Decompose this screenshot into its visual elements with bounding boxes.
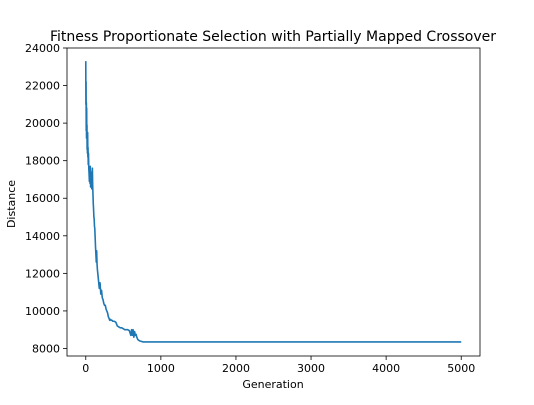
y-tick-label: 18000 (25, 155, 60, 168)
x-axis-title: Generation (242, 378, 303, 391)
x-tick-label: 3000 (297, 362, 325, 375)
y-tick-label: 14000 (25, 230, 60, 243)
y-axis-title: Distance (5, 180, 18, 228)
y-tick-label: 24000 (25, 42, 60, 55)
y-tick-label: 22000 (25, 80, 60, 93)
y-tick-label: 16000 (25, 192, 60, 205)
y-tick-label: 20000 (25, 117, 60, 130)
x-tick-label: 1000 (147, 362, 175, 375)
y-tick-label: 10000 (25, 305, 60, 318)
series-line-0 (84, 61, 462, 343)
x-tick-label: 2000 (222, 362, 250, 375)
x-tick-label: 5000 (447, 362, 475, 375)
y-tick-label: 12000 (25, 267, 60, 280)
plot-frame (66, 47, 481, 357)
x-tick-label: 0 (82, 362, 89, 375)
chart-title: Fitness Proportionate Selection with Par… (50, 29, 496, 45)
y-tick-label: 8000 (32, 342, 60, 355)
x-tick-label: 4000 (372, 362, 400, 375)
